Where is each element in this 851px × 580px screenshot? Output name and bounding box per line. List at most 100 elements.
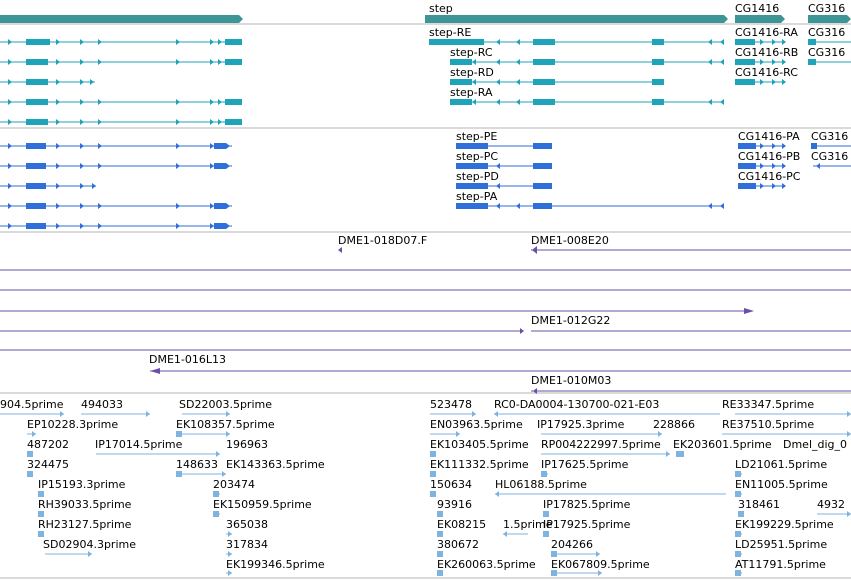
strand-arrow (210, 203, 214, 209)
strand-arrow (226, 143, 230, 149)
est-block (735, 531, 741, 537)
strand-arrow (720, 99, 724, 105)
est-block (551, 551, 557, 557)
strand-arrow (92, 183, 96, 189)
strand-arrow (56, 79, 60, 85)
exon-block (456, 163, 488, 169)
track-dividers (0, 23, 851, 579)
exon-block (214, 223, 226, 229)
strand-arrow (8, 39, 12, 45)
strand-arrow (516, 59, 520, 65)
strand-arrow (516, 99, 520, 105)
strand-arrow (474, 183, 478, 189)
est-block (437, 511, 443, 517)
strand-arrow (760, 183, 764, 189)
strand-arrow (782, 143, 786, 149)
gene-bar-cg1416 (735, 15, 785, 23)
strand-arrow (176, 163, 180, 169)
est-block (735, 551, 741, 557)
strand-arrow (210, 163, 214, 169)
bac-end-arrow (150, 368, 160, 374)
strand-arrow (474, 203, 478, 209)
strand-arrow (56, 39, 60, 45)
strand-arrow (772, 163, 776, 169)
est-arrow (847, 411, 851, 417)
exon-block (26, 143, 46, 149)
exon-block (808, 39, 816, 45)
est-block (735, 491, 741, 497)
strand-arrow (8, 143, 12, 149)
strand-arrow (98, 163, 102, 169)
exon-block (26, 39, 50, 45)
transcript-track (0, 39, 851, 125)
est-arrow (216, 451, 220, 457)
strand-arrow (496, 183, 500, 189)
est-block (735, 570, 741, 576)
exon-block (456, 143, 488, 149)
exon-block (652, 39, 664, 45)
exon-block (225, 99, 242, 105)
strand-arrow (80, 79, 84, 85)
strand-arrow (56, 183, 60, 189)
strand-arrow (176, 119, 180, 125)
est-arrow (226, 411, 230, 417)
strand-arrow (516, 79, 520, 85)
strand-arrow (708, 59, 712, 65)
strand-arrow (8, 79, 12, 85)
strand-arrow (720, 203, 724, 209)
strand-arrow (8, 203, 12, 209)
strand-arrow (472, 99, 476, 105)
est-arrow (596, 551, 600, 557)
strand-arrow (458, 79, 462, 85)
exon-block (456, 183, 488, 189)
strand-arrow (816, 163, 820, 169)
exon-block (652, 59, 664, 65)
est-arrow (503, 531, 507, 537)
exon-block (533, 143, 552, 149)
est-block (213, 491, 219, 497)
strand-arrow (496, 163, 500, 169)
strand-arrow (210, 59, 214, 65)
exon-block (225, 59, 242, 65)
strand-arrow (474, 163, 478, 169)
strand-arrow (772, 183, 776, 189)
strand-arrow (176, 203, 180, 209)
strand-arrow (8, 183, 12, 189)
strand-arrow (98, 143, 102, 149)
strand-arrow (218, 59, 222, 65)
exon-block (533, 99, 555, 105)
exon-block (456, 203, 488, 209)
strand-arrow (226, 203, 230, 209)
bac-end-arrow (532, 246, 537, 254)
strand-arrow (462, 203, 466, 209)
strand-arrow (176, 223, 180, 229)
strand-arrow (760, 79, 764, 85)
strand-arrow (472, 79, 476, 85)
strand-arrow (782, 79, 786, 85)
gene-bar-step (425, 15, 728, 23)
exon-block (429, 39, 484, 45)
est-block (38, 511, 44, 517)
strand-arrow (516, 203, 520, 209)
strand-arrow (98, 203, 102, 209)
strand-arrow (226, 223, 230, 229)
strand-arrow (496, 99, 500, 105)
strand-arrow (210, 39, 214, 45)
est-block (176, 471, 182, 477)
exon-block (533, 183, 552, 189)
bac-end-arrow (338, 247, 342, 253)
strand-arrow (80, 223, 84, 229)
est-track (0, 411, 851, 576)
bac-end-arrow (533, 388, 537, 394)
strand-arrow (458, 99, 462, 105)
exon-block (738, 183, 756, 189)
strand-arrow (772, 79, 776, 85)
strand-arrow (496, 79, 500, 85)
strand-arrow (760, 39, 764, 45)
strand-arrow (80, 163, 84, 169)
est-arrow (222, 471, 226, 477)
est-block (551, 570, 557, 576)
strand-arrow (472, 59, 476, 65)
est-block (38, 491, 44, 497)
